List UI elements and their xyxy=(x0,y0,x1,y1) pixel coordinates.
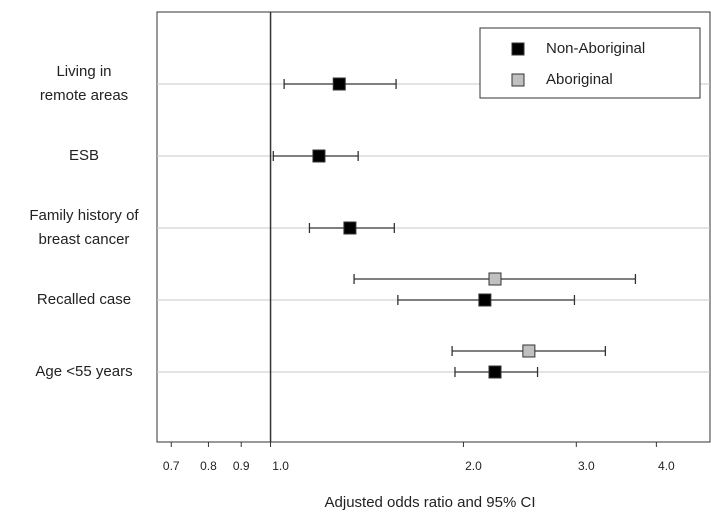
x-tick-label: 0.9 xyxy=(233,459,250,473)
x-tick-label: 0.7 xyxy=(163,459,180,473)
point-marker xyxy=(332,77,346,91)
point-marker xyxy=(488,272,502,286)
point-marker xyxy=(488,365,502,379)
legend-label: Aboriginal xyxy=(546,71,613,88)
category-label: Recalled case xyxy=(37,291,131,308)
x-tick-label: 4.0 xyxy=(658,459,675,473)
category-label: remote areas xyxy=(40,87,128,104)
legend-marker xyxy=(511,42,525,56)
x-tick-label: 3.0 xyxy=(578,459,595,473)
point-marker xyxy=(522,344,536,358)
category-label: breast cancer xyxy=(39,231,130,248)
x-tick-label: 1.0 xyxy=(272,459,289,473)
category-label: Living in xyxy=(56,63,111,80)
legend-label: Non-Aboriginal xyxy=(546,40,645,57)
x-tick-label: 2.0 xyxy=(465,459,482,473)
legend-marker xyxy=(511,73,525,87)
plot-frame xyxy=(156,11,711,443)
x-tick-label: 0.8 xyxy=(200,459,217,473)
category-label: Family history of xyxy=(29,207,139,224)
category-label: ESB xyxy=(69,147,99,164)
category-label: Age <55 years xyxy=(35,363,132,380)
point-marker xyxy=(343,221,357,235)
point-marker xyxy=(478,293,492,307)
x-axis-label: Adjusted odds ratio and 95% CI xyxy=(325,494,536,511)
point-marker xyxy=(312,149,326,163)
